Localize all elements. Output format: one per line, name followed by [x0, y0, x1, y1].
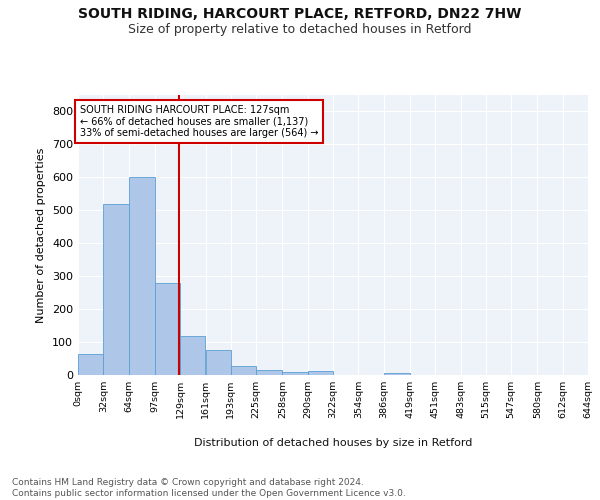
Text: Size of property relative to detached houses in Retford: Size of property relative to detached ho…	[128, 22, 472, 36]
Y-axis label: Number of detached properties: Number of detached properties	[37, 148, 46, 322]
Text: Contains HM Land Registry data © Crown copyright and database right 2024.
Contai: Contains HM Land Registry data © Crown c…	[12, 478, 406, 498]
Bar	[383, 373, 410, 375]
Bar	[180, 336, 205, 375]
Bar	[78, 354, 103, 375]
Bar	[283, 372, 308, 375]
Bar	[128, 178, 155, 375]
Bar	[205, 350, 231, 375]
Bar	[155, 283, 180, 375]
Bar	[103, 204, 128, 375]
Bar	[231, 366, 256, 375]
Bar	[308, 371, 333, 375]
Text: SOUTH RIDING HARCOURT PLACE: 127sqm
← 66% of detached houses are smaller (1,137): SOUTH RIDING HARCOURT PLACE: 127sqm ← 66…	[80, 105, 318, 138]
Bar	[256, 370, 283, 375]
Text: Distribution of detached houses by size in Retford: Distribution of detached houses by size …	[194, 438, 472, 448]
Text: SOUTH RIDING, HARCOURT PLACE, RETFORD, DN22 7HW: SOUTH RIDING, HARCOURT PLACE, RETFORD, D…	[79, 8, 521, 22]
